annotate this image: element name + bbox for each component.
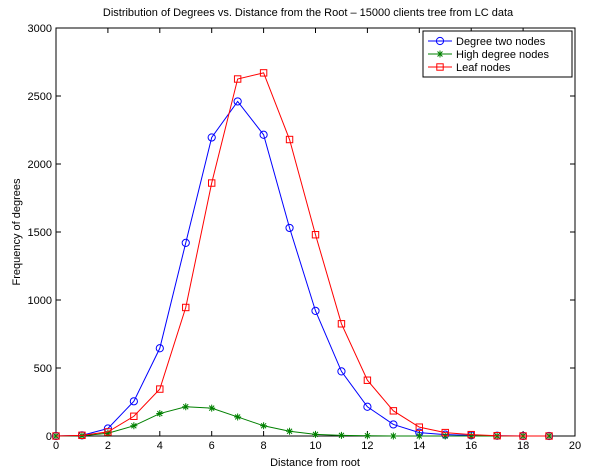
data-point-high-degree-nodes [156,410,164,418]
legend-swatch-marker [436,50,444,58]
data-point-leaf-nodes [441,428,449,437]
data-point-leaf-nodes [104,428,112,436]
legend-entry-leaf-nodes: Leaf nodes [428,62,511,74]
x-tick-label: 16 [465,440,477,452]
data-point-degree-two-nodes [181,238,190,247]
data-point-degree-two-nodes [311,306,320,315]
legend-swatch-marker [435,36,445,46]
data-point-high-degree-nodes [208,404,216,412]
data-point-degree-two-nodes [389,420,398,429]
series-high-degree-nodes [52,403,553,440]
x-tick-label: 20 [569,440,581,452]
x-tick-label: 18 [517,440,529,452]
x-tick-label: 6 [209,440,215,452]
y-axis-label: Frequency of degrees [11,178,23,286]
data-point-leaf-nodes [182,303,190,312]
y-tick-label: 0 [46,431,52,443]
series-line-degree-two-nodes [55,100,550,437]
data-point-leaf-nodes [233,75,242,83]
y-tick-label: 1000 [28,295,52,307]
data-point-high-degree-nodes [130,422,138,430]
data-point-leaf-nodes [311,231,320,239]
data-point-degree-two-nodes [129,397,138,406]
data-point-degree-two-nodes [155,344,164,353]
data-point-high-degree-nodes [260,422,268,430]
data-point-leaf-nodes [78,431,86,440]
x-axis-label: Distance from root [270,457,360,469]
series-line-high-degree-nodes [55,406,550,437]
data-point-leaf-nodes [130,412,138,420]
data-point-high-degree-nodes [337,431,345,439]
data-point-degree-two-nodes [259,130,268,139]
data-point-high-degree-nodes [234,413,242,421]
data-point-high-degree-nodes [312,430,319,438]
y-tick-label: 3000 [28,23,52,35]
series-layer [51,69,554,441]
chart-title: Distribution of Degrees vs. Distance fro… [103,7,514,19]
x-tick-label: 10 [309,440,321,452]
data-point-degree-two-nodes [285,223,294,233]
legend-swatch-marker [436,63,444,71]
series-leaf-nodes [52,69,553,440]
data-point-high-degree-nodes [104,429,112,437]
series-degree-two-nodes [51,97,554,441]
legend-label: Leaf nodes [456,62,511,74]
data-point-leaf-nodes [545,432,553,440]
data-point-leaf-nodes [208,179,216,187]
x-tick-label: 12 [361,440,373,452]
data-point-leaf-nodes [493,432,501,440]
data-point-high-degree-nodes [415,432,423,440]
data-point-leaf-nodes [337,320,346,328]
data-point-leaf-nodes [519,432,527,440]
x-tick-label: 0 [53,440,59,452]
data-point-leaf-nodes [285,135,294,144]
y-tick-label: 2500 [28,91,52,103]
data-point-leaf-nodes [363,376,372,384]
data-point-high-degree-nodes [286,427,294,435]
x-tick-label: 2 [105,440,111,452]
legend-entry-high-degree-nodes: High degree nodes [428,49,549,61]
series-line-leaf-nodes [55,72,550,437]
data-point-leaf-nodes [389,407,398,415]
legend-entry-degree-two-nodes: Degree two nodes [428,36,546,48]
data-point-high-degree-nodes [467,432,475,440]
legend-label: Degree two nodes [456,36,546,48]
y-tick-label: 2000 [28,159,52,171]
x-tick-label: 14 [413,440,425,452]
y-tick-label: 500 [34,363,52,375]
data-point-degree-two-nodes [233,97,242,106]
x-tick-label: 8 [261,440,267,452]
data-point-degree-two-nodes [363,402,372,411]
data-point-leaf-nodes [52,432,60,440]
legend-label: High degree nodes [456,49,549,61]
data-point-leaf-nodes [467,430,475,439]
y-tick-label: 1500 [28,227,52,239]
data-point-high-degree-nodes [363,432,371,440]
data-point-leaf-nodes [415,423,424,431]
data-point-degree-two-nodes [337,367,346,376]
data-point-degree-two-nodes [207,133,216,142]
data-point-leaf-nodes [259,69,268,77]
axis-ticks: 0 2 4 6 8 10 12 14 16 18 20 0 500 1000 1500 2000 2500 300… [28,23,582,452]
data-point-high-degree-nodes [182,403,190,411]
x-tick-label: 4 [157,440,163,452]
data-point-leaf-nodes [156,385,164,393]
data-point-high-degree-nodes [389,432,397,440]
